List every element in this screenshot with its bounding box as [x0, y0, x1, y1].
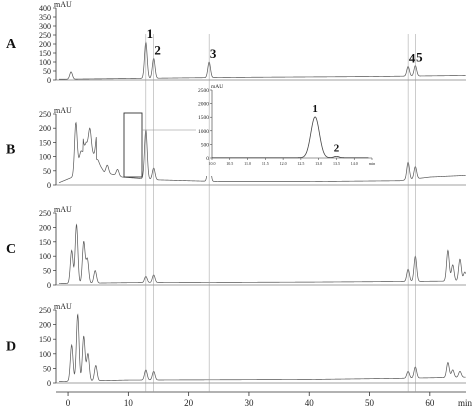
y-tick-label: 250 — [39, 110, 51, 119]
panel-letter: C — [6, 242, 16, 257]
y-axis-unit-label: mAU — [54, 205, 72, 214]
y-tick-label: 150 — [39, 335, 51, 344]
inset-x-tick-label: 11.5 — [262, 161, 269, 166]
time-tick-label: 20 — [184, 398, 194, 408]
inset-x-tick-label: 13.5 — [333, 161, 340, 166]
time-tick-label: 50 — [365, 398, 375, 408]
y-tick-label: 50 — [43, 364, 51, 373]
y-tick-label: 0 — [47, 281, 51, 290]
inset-x-tick-label: 10.0 — [209, 161, 216, 166]
y-tick-label: 100 — [39, 252, 51, 261]
inset-background — [196, 84, 378, 176]
panel-letter: B — [6, 143, 15, 158]
chromatogram-trace-a — [59, 40, 466, 80]
y-tick-label: 250 — [39, 209, 51, 218]
time-tick-label: 30 — [244, 398, 254, 408]
y-tick-label: 0 — [47, 76, 51, 85]
y-tick-label: 100 — [39, 350, 51, 359]
inset-x-tick-label: 10.5 — [226, 161, 233, 166]
inset-chart: mAU 0 500 1000 1500 2000 2500 10.0 10.5 11.0 11.5 1… — [123, 84, 378, 178]
chromatogram-trace-d — [59, 313, 466, 382]
time-tick-label: 0 — [66, 398, 71, 408]
inset-y-unit-label: mAU — [211, 84, 223, 90]
time-tick-label: 40 — [305, 398, 315, 408]
inset-x-tick-label: 12.0 — [280, 161, 287, 166]
y-tick-label: 0 — [47, 379, 51, 388]
y-tick-label: 400 — [39, 4, 51, 13]
inset-x-tick-label: 14.0 — [351, 161, 358, 166]
y-tick-label: 150 — [39, 49, 51, 58]
inset-peak-label-2: 2 — [334, 143, 340, 155]
inset-y-tick-label: 2000 — [198, 102, 209, 108]
inset-y-tick-label: 500 — [201, 142, 210, 148]
inset-y-tick-label: 0 — [206, 156, 209, 162]
y-tick-label: 100 — [39, 153, 51, 162]
inset-x-tick-label: min — [369, 161, 375, 166]
y-tick-label: 250 — [39, 306, 51, 315]
inset-peak-label-1: 1 — [312, 103, 318, 115]
y-tick-label: 50 — [43, 267, 51, 276]
panel-letter: A — [6, 37, 17, 52]
y-tick-label: 50 — [43, 67, 51, 76]
y-axis-unit-label: mAU — [54, 106, 72, 115]
time-tick-label: 60 — [425, 398, 435, 408]
bottom-time-axis: 0 10 20 30 40 50 60 min — [56, 391, 473, 408]
y-tick-label: 250 — [39, 31, 51, 40]
y-tick-label: 200 — [39, 223, 51, 232]
peak-label-4: 4 — [409, 51, 416, 66]
chromatogram-trace-c — [59, 223, 466, 284]
inset-x-tick-label: 11.0 — [244, 161, 251, 166]
peak-label-2: 2 — [154, 42, 161, 57]
y-tick-label: 200 — [39, 40, 51, 49]
y-axis-unit-label: mAU — [54, 302, 72, 311]
panel-letter: D — [6, 340, 16, 355]
zoom-region-box — [123, 112, 143, 178]
panel-c: C 0 50 100 150 200 250 mAU — [6, 205, 466, 290]
inset-x-tick-label: 12.5 — [297, 161, 304, 166]
peak-label-5: 5 — [416, 50, 423, 65]
peak-label-1: 1 — [147, 26, 154, 41]
y-tick-label: 0 — [47, 181, 51, 190]
peak-label-3: 3 — [210, 46, 217, 61]
y-tick-label: 50 — [43, 167, 51, 176]
inset-y-tick-label: 2500 — [198, 88, 209, 94]
y-tick-label: 200 — [39, 321, 51, 330]
time-unit-label: min — [458, 398, 473, 408]
y-tick-label: 150 — [39, 138, 51, 147]
y-tick-label: 300 — [39, 22, 51, 31]
inset-y-tick-label: 1000 — [198, 129, 209, 135]
y-axis-unit-label: mAU — [54, 0, 72, 9]
time-tick-label: 10 — [124, 398, 134, 408]
y-tick-label: 100 — [39, 58, 51, 67]
y-tick-label: 150 — [39, 238, 51, 247]
panel-d: D 0 50 100 150 200 250 mAU — [6, 302, 466, 388]
inset-x-tick-label: 13.0 — [315, 161, 322, 166]
inset-y-tick-label: 1500 — [198, 115, 209, 121]
y-tick-label: 350 — [39, 13, 51, 22]
peak-guide-lines — [145, 34, 416, 392]
inset-trace — [212, 116, 369, 159]
y-tick-label: 200 — [39, 124, 51, 133]
